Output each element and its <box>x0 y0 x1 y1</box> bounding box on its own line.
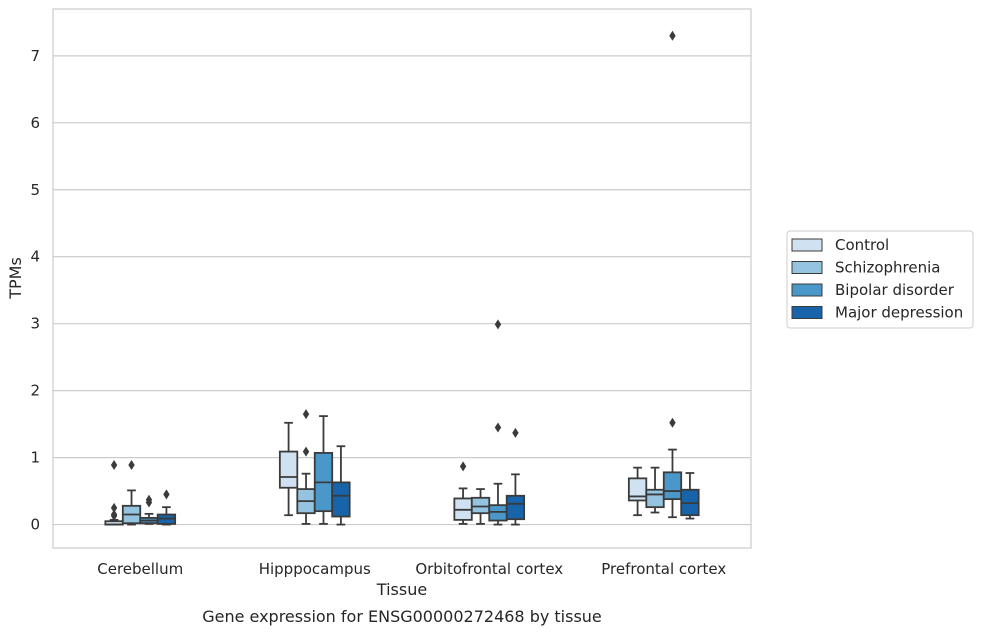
box-2-1 <box>470 488 491 525</box>
y-tick-label: 3 <box>30 315 40 333</box>
x-tick-label: Prefrontal cortex <box>601 560 726 578</box>
box-body <box>278 450 299 489</box>
grid-layer <box>53 55 751 526</box>
plot-frame <box>52 8 752 549</box>
box-3-1 <box>645 466 665 514</box>
box-body <box>662 471 683 501</box>
outlier-point <box>494 319 502 330</box>
outlier-point <box>512 427 519 438</box>
x-ticks: Cerebellum Hipppocampus Orbitofrontal cort… <box>97 560 726 578</box>
box-3-3 <box>680 472 700 520</box>
boxes-layer <box>104 30 700 526</box>
y-tick-label: 6 <box>30 114 40 132</box>
legend-frame <box>786 230 974 329</box>
box-0-3 <box>156 489 177 526</box>
outlier-point <box>302 409 310 420</box>
legend-swatch <box>791 238 823 252</box>
box-1-0 <box>278 421 299 517</box>
y-tick-label: 5 <box>30 181 40 199</box>
box-3-2 <box>662 30 683 519</box>
outlier-point <box>128 459 135 470</box>
box-body <box>488 504 508 522</box>
chart-caption: Gene expression for ENSG00000272468 by t… <box>202 607 602 626</box>
outlier-point <box>145 494 153 505</box>
box-3-0 <box>627 466 648 517</box>
outlier-point <box>110 502 118 513</box>
outlier-point <box>669 30 676 41</box>
box-1-2 <box>313 415 334 525</box>
box-body <box>331 481 351 518</box>
legend-swatch <box>791 261 823 274</box>
legend-swatch <box>791 306 823 319</box>
y-tick-label: 2 <box>30 382 40 400</box>
x-tick-label: Cerebellum <box>97 560 183 578</box>
legend: Control Schizophrenia Bipolar disorder Majo… <box>786 230 974 329</box>
box-body <box>645 488 665 509</box>
legend-label: Bipolar disorder <box>835 281 955 299</box>
box-0-0 <box>104 459 124 526</box>
box-2-2 <box>488 319 508 526</box>
box-1-1 <box>296 409 316 525</box>
legend-label: Major depression <box>835 304 963 322</box>
legend-label: Control <box>835 236 889 254</box>
box-body <box>505 494 526 521</box>
y-tick-label: 1 <box>30 449 40 467</box>
y-tick-label: 0 <box>30 516 40 534</box>
outlier-point <box>302 446 310 457</box>
x-axis-label: Tissue <box>376 580 427 599</box>
box-2-0 <box>453 461 473 525</box>
box-0-2 <box>139 494 159 525</box>
outlier-point <box>163 489 170 500</box>
y-tick-label: 4 <box>30 248 40 266</box>
outlier-point <box>669 417 676 428</box>
box-body <box>470 496 491 515</box>
legend-label: Schizophrenia <box>835 259 940 277</box>
outlier-point <box>110 509 118 520</box>
outlier-point <box>494 422 502 433</box>
y-tick-label: 7 <box>30 47 40 65</box>
legend-swatch <box>791 283 823 297</box>
outlier-point <box>459 461 467 472</box>
x-tick-label: Hipppocampus <box>259 560 371 578</box>
y-axis-label: TPMs <box>6 257 25 300</box>
box-0-1 <box>121 459 142 526</box>
y-ticks: 0 1 2 3 4 5 6 7 <box>30 47 40 534</box>
outlier-point <box>110 459 118 470</box>
box-1-3 <box>331 445 351 526</box>
box-2-3 <box>505 427 526 526</box>
x-tick-label: Orbitofrontal cortex <box>415 560 563 578</box>
